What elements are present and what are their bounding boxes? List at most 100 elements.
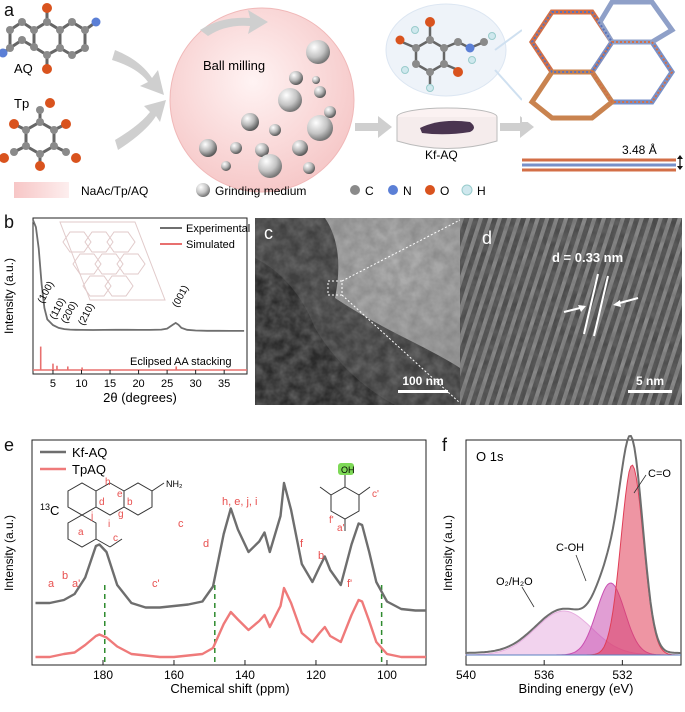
atom-label-a-prime: a': [337, 523, 345, 534]
xrd-x-tick-label: 15: [104, 378, 116, 390]
tp-label: Tp: [14, 96, 29, 111]
nmr-x-tick-label: 140: [235, 668, 255, 682]
xps-y-label: Intensity (a.u.): [441, 515, 455, 591]
arrow-to-product: [355, 116, 392, 138]
nmr-line-tpaq: [35, 586, 426, 659]
panel-e-label: e: [4, 435, 15, 455]
atom-label-b: b: [127, 497, 133, 508]
nmr-chart: 180 160 140 120 100 Kf-AQ TpAQ 13C OH: [2, 439, 427, 696]
xrd-peak-label: (001): [171, 284, 192, 310]
kf-aq-label: Kf-AQ: [425, 148, 458, 162]
xps-chart: 540 536 532 O 1s O₂/H₂O C-OH C=O Binding e…: [441, 434, 682, 696]
atom-label-f-prime: f': [329, 515, 334, 526]
xrd-x-tick-label: 35: [218, 378, 230, 390]
panel-b: b 5 10 15 20 25 30 35 (100) (110) (200) (210) (001…: [0, 212, 255, 410]
peak-label-b: b: [62, 570, 68, 582]
atom-label-i: i: [108, 519, 110, 530]
xrd-experimental-line: [32, 219, 245, 332]
tem-image-d: d = 0.33 nm 5 nm: [460, 218, 682, 405]
nmr-legend: Kf-AQ TpAQ: [40, 445, 107, 477]
legend-atom-o: O: [440, 184, 449, 198]
legend-kfaq: Kf-AQ: [72, 445, 107, 460]
peak-labels: a b a' c' c d h, e, j, i f b f': [48, 496, 352, 590]
nmr-structure-tp: [319, 475, 371, 531]
xps-components-layer: [465, 464, 681, 656]
atom-label-e: e: [117, 489, 123, 500]
legend-tpaq: TpAQ: [72, 462, 106, 477]
legend-atom-n: N: [403, 184, 412, 198]
xrd-chart: 5 10 15 20 25 30 35 (100)(110)(200)(210)(001) …: [2, 217, 250, 405]
nmr-x-tick-label: 100: [377, 668, 397, 682]
xrd-legend: Experimental Simulated: [160, 223, 250, 251]
xps-component-labels: O₂/H₂O C-OH C=O: [496, 468, 671, 608]
legend-simulated: Simulated: [186, 239, 235, 251]
xrd-experimental-layer: [32, 219, 245, 332]
xrd-x-label: 2θ (degrees): [103, 390, 177, 405]
atom-labels: h e b d g j i a c f' a' c': [78, 477, 379, 544]
nmr-nucleus-label: 13C: [40, 502, 59, 518]
ball-mill: [169, 7, 355, 193]
xrd-inset-lattice: [59, 221, 166, 301]
panel-a-legend: [14, 182, 473, 198]
xrd-simulated-layer: [33, 346, 247, 371]
peak-label-f: f: [300, 538, 304, 550]
xps-x-tick-label: 536: [534, 668, 554, 682]
xps-x-tick-label: 532: [612, 668, 632, 682]
component-label-co: C=O: [648, 468, 671, 480]
atom-label-a: a: [78, 527, 84, 538]
panel-b-label: b: [4, 212, 15, 232]
peak-label-d: d: [203, 538, 209, 550]
atom-label-c: c: [113, 533, 118, 544]
tem-image-c: 100 nm: [255, 218, 461, 405]
atom-label-c-prime: c': [372, 489, 379, 500]
tp-molecule: [0, 98, 81, 171]
nmr-structure-tpaq: [67, 482, 165, 548]
xps-envelope-line: [466, 434, 681, 654]
peak-label-f-prime: f': [347, 578, 352, 590]
scalebar-c-label: 100 nm: [402, 374, 443, 388]
nmr-x-ticks: 180 160 140 120 100: [93, 660, 397, 682]
xrd-plot-frame: [32, 217, 248, 375]
legend-medium: Grinding medium: [215, 184, 306, 198]
nmr-y-label: Intensity (a.u.): [2, 515, 16, 591]
xrd-x-tick-label: 30: [190, 378, 202, 390]
panel-e: e 180 160 140 120 100 Kf-AQ TpAQ 13C: [0, 435, 430, 707]
xrd-y-label: Intensity (a.u.): [2, 258, 16, 334]
panel-c-label: c: [264, 223, 273, 243]
nmr-x-label: Chemical shift (ppm): [170, 681, 289, 696]
peak-label-c: c: [178, 518, 184, 530]
stack-spacing-label: 3.48 Å: [622, 142, 657, 157]
atom-label-j: j: [90, 511, 93, 522]
zoom-box: [327, 280, 343, 296]
legend-atom-h: H: [477, 184, 486, 198]
xps-region-label: O 1s: [476, 449, 504, 464]
panel-a: AQ Tp: [0, 0, 685, 200]
panel-f-label: f: [442, 435, 448, 455]
nmr-x-tick-label: 180: [93, 668, 113, 682]
nmr-line-kfaq: [35, 481, 426, 612]
nmr-reference-lines: [104, 585, 383, 665]
nmr-series-layer: [35, 481, 426, 659]
legend-experimental: Experimental: [186, 223, 250, 235]
molecule-inset: [385, 3, 507, 97]
product-dish: [396, 107, 498, 149]
component-label-o2h2o: O₂/H₂O: [496, 576, 533, 588]
panel-a-scheme: AQ Tp: [0, 0, 683, 198]
scalebar-c: [398, 390, 448, 393]
arrows-to-mill: [112, 50, 166, 150]
oh-label: OH: [341, 465, 355, 475]
aq-molecule: [0, 3, 101, 74]
component-label-coh: C-OH: [556, 542, 584, 554]
legend-atom-c: C: [365, 184, 374, 198]
panel-f: f 540 536 532 O 1s O₂/H₂O C-OH C=O Binding…: [430, 434, 685, 707]
xrd-x-tick-label: 20: [132, 378, 144, 390]
atom-label-h: h: [105, 477, 111, 488]
xrd-annotation: Eclipsed AA stacking: [130, 356, 232, 368]
xrd-peak-label: (100): [36, 280, 57, 306]
scalebar-d: [628, 390, 672, 393]
xrd-x-tick-label: 10: [75, 378, 87, 390]
nmr-x-tick-label: 160: [164, 668, 184, 682]
scalebar-d-label: 5 nm: [636, 374, 664, 388]
aq-label: AQ: [14, 61, 33, 76]
ball-milling-label: Ball milling: [203, 58, 265, 73]
